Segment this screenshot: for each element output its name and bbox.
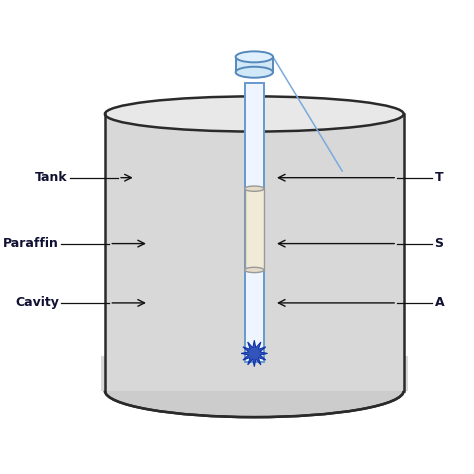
Ellipse shape (236, 67, 273, 78)
Text: Paraffin: Paraffin (3, 237, 59, 250)
Polygon shape (105, 114, 404, 391)
Polygon shape (241, 340, 267, 366)
Ellipse shape (236, 51, 273, 63)
Text: S: S (435, 237, 444, 250)
Ellipse shape (105, 96, 404, 132)
Ellipse shape (105, 365, 404, 417)
Text: Tank: Tank (35, 171, 68, 184)
Text: A: A (435, 296, 444, 310)
Ellipse shape (245, 186, 264, 191)
Polygon shape (245, 83, 264, 362)
Polygon shape (245, 189, 264, 270)
Text: Cavity: Cavity (15, 296, 59, 310)
Polygon shape (236, 57, 273, 72)
Text: T: T (435, 171, 443, 184)
Polygon shape (100, 356, 408, 391)
Ellipse shape (245, 267, 264, 273)
